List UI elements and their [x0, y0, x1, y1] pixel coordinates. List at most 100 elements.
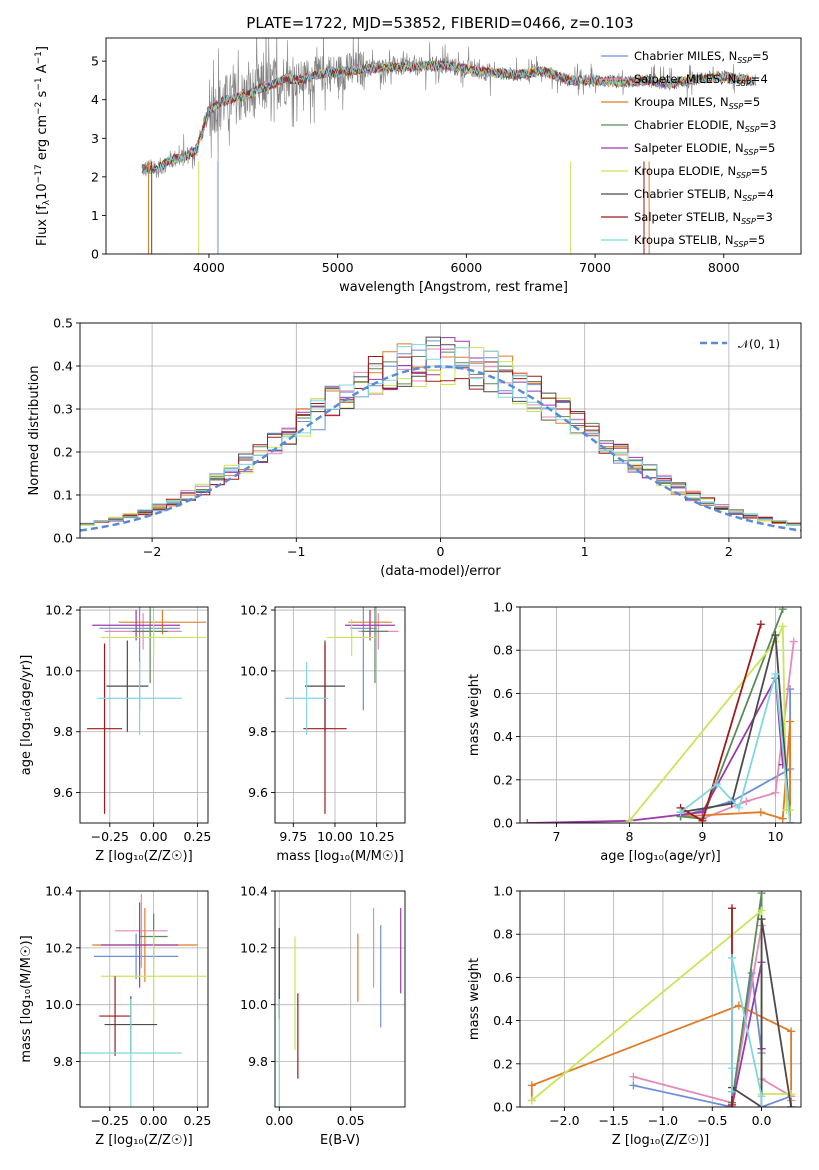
series-marker-8 [771, 669, 780, 678]
x-tick-label: 8000 [708, 260, 740, 275]
x-tick-label: 0.00 [140, 1113, 168, 1128]
plot-area [80, 893, 207, 1107]
x-axis-label: E(B-V) [320, 1133, 360, 1148]
series-line-5 [628, 625, 791, 822]
x-tick-label: 0.00 [140, 829, 168, 844]
axes-frame [274, 606, 406, 824]
grid-lines [80, 890, 208, 1107]
x-tick-label: −2 [143, 544, 161, 559]
y-axis-label: Flux [fλ10−17 erg cm−2 s−1 A−1] [34, 46, 52, 246]
grid-lines [520, 606, 801, 824]
x-tick-label: 4000 [193, 260, 225, 275]
residual-histogram-8 [80, 344, 801, 525]
series-marker-2 [756, 808, 765, 817]
legend: Chabrier MILES, NSSP=5 Salpeter MILES, NS… [601, 49, 776, 249]
series-marker-8 [676, 808, 685, 817]
series-marker-8 [786, 819, 795, 823]
y-tick-label: 10.2 [240, 940, 268, 955]
chart-massweight_vs_age: 7 8 9 10 0.0 0.2 0.4 0.6 0.8 1.0 age [log₁₀(age/yr… [467, 600, 802, 864]
x-tick-label: 7000 [579, 260, 611, 275]
series-marker-2 [527, 1081, 536, 1090]
y-tick-label: 10.0 [240, 663, 268, 678]
x-tick-label: 7 [553, 829, 561, 844]
series-line-8 [680, 673, 791, 823]
axes-frame [79, 606, 209, 824]
x-tick-label: 10 [768, 829, 784, 844]
x-axis-label: wavelength [Angstrom, rest frame] [339, 280, 568, 295]
series-marker-7 [727, 904, 736, 913]
series-line-6 [680, 634, 791, 823]
y-tick-label: 1.0 [493, 884, 513, 899]
y-tick-label: 0.3 [53, 402, 73, 417]
series-marker-3 [778, 607, 787, 614]
plot-area [527, 891, 796, 1107]
y-tick-label: 5 [91, 54, 99, 69]
x-axis-label: mass [log₁₀(M/M☉)] [276, 849, 403, 864]
series-marker-5 [527, 1096, 536, 1105]
residual-histogram-7 [80, 356, 801, 525]
x-tick-label: 6000 [450, 260, 482, 275]
y-tick-label: 0.8 [493, 643, 513, 658]
y-tick-label: 10.2 [240, 603, 268, 618]
plot-area [141, 38, 757, 254]
y-tick-label: 0.4 [53, 359, 73, 374]
x-tick-label: 0.00 [265, 1113, 293, 1128]
x-tick-label: −1.5 [598, 1113, 628, 1128]
x-tick-label: 10.25 [359, 829, 395, 844]
x-tick-label: −1 [287, 544, 305, 559]
series-marker-8 [727, 1064, 736, 1073]
y-tick-label: 0.1 [53, 488, 73, 503]
y-tick-label: 9.6 [53, 785, 73, 800]
x-tick-label: −0.25 [91, 1113, 129, 1128]
y-tick-label: 0.2 [53, 445, 73, 460]
series-marker-8 [727, 953, 736, 962]
model-spectrum-7 [141, 60, 756, 173]
plot-area [523, 607, 798, 823]
legend-entry-4: Salpeter ELODIE, NSSP=5 [634, 141, 775, 157]
legend-entry-5: Kroupa ELODIE, NSSP=5 [634, 164, 768, 180]
x-tick-label: 0.25 [184, 829, 212, 844]
legend-entry-2: Kroupa MILES, NSSP=5 [634, 95, 760, 111]
x-tick-label: 1 [581, 544, 589, 559]
y-tick-label: 0.0 [493, 1100, 513, 1115]
y-tick-label: 10.2 [45, 603, 73, 618]
series-marker-1 [629, 1072, 638, 1081]
series-marker-8 [734, 803, 743, 812]
axes-frame [519, 606, 802, 824]
y-tick-label: 4 [91, 92, 99, 107]
plot-area [80, 336, 801, 532]
y-tick-label: 2 [91, 169, 99, 184]
series-marker-3 [757, 891, 766, 898]
y-tick-label: 0.4 [493, 729, 513, 744]
y-tick-label: 0.0 [53, 531, 73, 546]
series-marker-1 [742, 797, 751, 806]
y-tick-label: 0.2 [493, 1056, 513, 1071]
chart-massweight_vs_Z: −2.0 −1.5 −1.0 −0.5 0.0 0.0 0.2 0.4 0.6 0.8 1.0 Z [… [467, 884, 802, 1148]
series-marker-2 [787, 1027, 796, 1036]
figure-title: PLATE=1722, MJD=53852, FIBERID=0466, z=0… [246, 14, 633, 32]
y-axis-label: mass weight [467, 958, 482, 1040]
series-marker-6 [787, 1103, 796, 1107]
y-tick-label: 10.4 [45, 884, 73, 899]
y-tick-label: 1 [91, 208, 99, 223]
y-axis-label: Normed distribution [27, 366, 42, 496]
series-line-4 [731, 961, 763, 1107]
series-marker-5 [757, 906, 766, 915]
series-marker-8 [757, 1103, 766, 1107]
x-tick-label: −0.5 [697, 1113, 727, 1128]
x-axis-label: (data-model)/error [380, 564, 501, 579]
x-tick-label: 8 [626, 829, 634, 844]
series-marker-0 [629, 1081, 638, 1090]
series-marker-2 [786, 717, 795, 726]
y-tick-label: 9.8 [53, 1054, 73, 1069]
y-tick-label: 0.2 [493, 772, 513, 787]
x-axis-label: age [log₁₀(age/yr)] [600, 849, 721, 864]
residual-histogram-6 [80, 336, 801, 524]
y-tick-label: 9.8 [248, 1054, 268, 1069]
y-tick-label: 10.0 [45, 997, 73, 1012]
series-marker-6 [757, 915, 766, 924]
x-axis-label: Z [log₁₀(Z/Z☉)] [612, 1133, 709, 1148]
chart-mass_vs_ebv: 0.00 0.05 9.8 10.0 10.2 10.4 E(B-V) [240, 884, 406, 1148]
plot-area [285, 607, 399, 814]
